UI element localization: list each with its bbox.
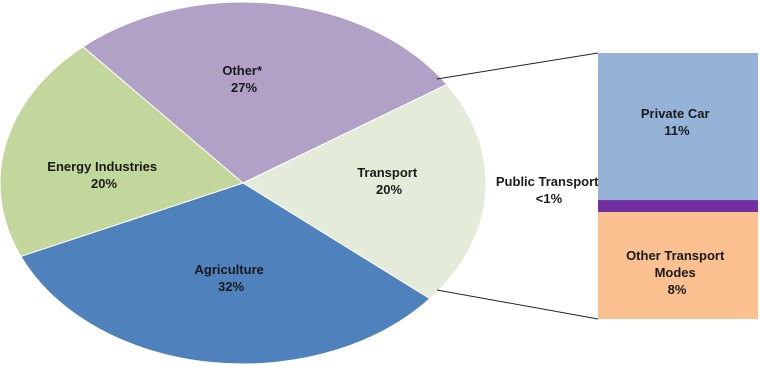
connector-lines bbox=[436, 52, 599, 320]
label-other-transport-modes-line2: Modes bbox=[655, 265, 696, 280]
label-other-transport-modes-line1: Other Transport bbox=[626, 248, 725, 263]
label-agriculture-value: 32% bbox=[218, 279, 244, 294]
bar-segment-other-transport-modes bbox=[598, 212, 758, 319]
label-other-transport-modes: Other Transport Modes 8% bbox=[626, 248, 728, 297]
label-private-car-name: Private Car bbox=[641, 106, 710, 121]
label-private-car: Private Car 11% bbox=[641, 106, 713, 138]
label-public-transport-value: <1% bbox=[536, 191, 563, 206]
label-public-transport: Public Transport <1% bbox=[496, 174, 602, 206]
slice-other bbox=[82, 1, 448, 184]
label-other-value: 27% bbox=[231, 80, 257, 95]
label-agriculture: Agriculture 32% bbox=[195, 262, 268, 294]
label-energy-industries-name: Energy Industries bbox=[47, 159, 157, 174]
label-agriculture-name: Agriculture bbox=[195, 262, 264, 277]
pie-slices bbox=[0, 1, 487, 365]
bar-segment-private-car bbox=[598, 53, 758, 201]
bar-segment-public-transport bbox=[598, 200, 758, 213]
label-other-name: Other* bbox=[222, 63, 263, 78]
breakdown-labels: Private Car 11% Public Transport <1% Oth… bbox=[496, 106, 728, 297]
label-energy-industries-value: 20% bbox=[91, 176, 117, 191]
slice-transport bbox=[241, 83, 487, 300]
label-transport-name: Transport bbox=[357, 165, 418, 180]
breakdown-bar bbox=[598, 53, 758, 319]
slice-agriculture bbox=[20, 182, 431, 365]
pie-labels: Other* 27% Energy Industries 20% Transpo… bbox=[47, 63, 421, 294]
label-other-transport-modes-value: 8% bbox=[668, 282, 687, 297]
label-public-transport-name: Public Transport bbox=[496, 174, 599, 189]
label-transport: Transport 20% bbox=[357, 165, 421, 197]
label-energy-industries: Energy Industries 20% bbox=[47, 159, 160, 191]
label-transport-value: 20% bbox=[376, 182, 402, 197]
slice-energy-industries bbox=[0, 46, 245, 257]
connector-line-top bbox=[436, 52, 599, 80]
label-private-car-value: 11% bbox=[664, 123, 690, 138]
label-other: Other* 27% bbox=[222, 63, 265, 95]
connector-line-bottom bbox=[436, 289, 599, 320]
